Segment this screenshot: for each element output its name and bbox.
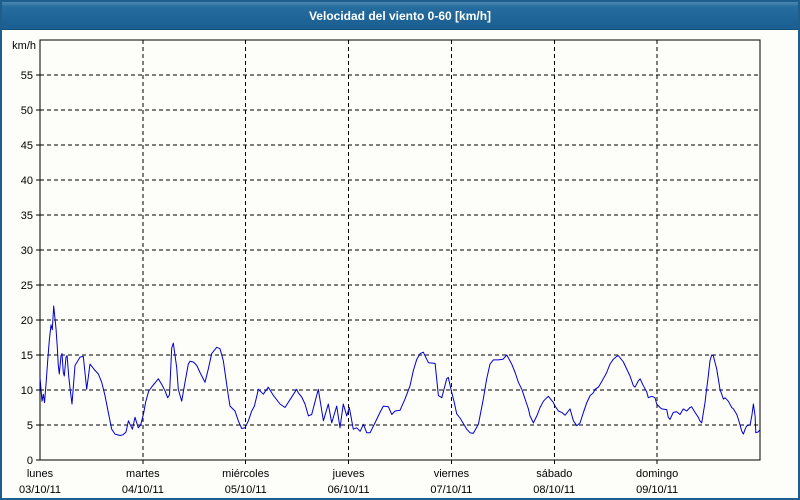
y-tick-label: 35 [21, 210, 33, 222]
chart-area: 0 5 10 15 20 25 30 35 40 45 50 55 km/h lunes 03/10/11 m… [2, 30, 798, 498]
x-day-label: domingo [636, 468, 678, 480]
y-tick-label: 55 [21, 70, 33, 82]
y-tick-label: 45 [21, 140, 33, 152]
y-tick-label: 10 [21, 385, 33, 397]
y-axis-unit-label: km/h [12, 40, 36, 52]
y-tick-label: 5 [27, 420, 33, 432]
x-date-label: 08/10/11 [533, 484, 575, 496]
x-day-label: lunes [27, 468, 54, 480]
x-day-label: martes [126, 468, 160, 480]
x-day-label: sábado [536, 468, 572, 480]
x-date-label: 05/10/11 [225, 484, 267, 496]
x-day-label: viernes [434, 468, 470, 480]
x-day-label: jueves [332, 468, 365, 480]
wind-speed-plot: 0 5 10 15 20 25 30 35 40 45 50 55 km/h lunes 03/10/11 m… [12, 39, 761, 496]
chart-title: Velocidad del viento 0-60 [km/h] [308, 8, 492, 23]
y-tick-label: 50 [21, 105, 33, 117]
chart-title-bar: Velocidad del viento 0-60 [km/h] [2, 2, 798, 30]
x-date-label: 09/10/11 [636, 484, 678, 496]
y-tick-label: 20 [21, 315, 33, 327]
y-tick-label: 25 [21, 280, 33, 292]
y-tick-label: 30 [21, 245, 33, 257]
x-date-label: 07/10/11 [430, 484, 472, 496]
x-date-label: 03/10/11 [19, 484, 61, 496]
x-date-label: 04/10/11 [122, 484, 164, 496]
y-tick-label: 15 [21, 350, 33, 362]
y-tick-label: 40 [21, 175, 33, 187]
wind-speed-line [39, 305, 761, 436]
x-day-label: miércoles [222, 468, 270, 480]
y-tick-label: 0 [27, 455, 33, 467]
x-date-label: 06/10/11 [328, 484, 370, 496]
